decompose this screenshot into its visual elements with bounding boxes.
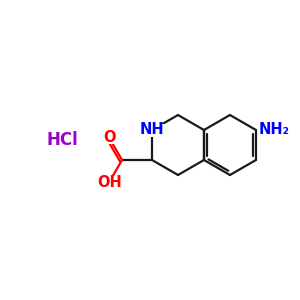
Text: HCl: HCl bbox=[46, 131, 78, 149]
Text: NH: NH bbox=[140, 122, 164, 137]
FancyBboxPatch shape bbox=[140, 124, 164, 136]
Text: O: O bbox=[103, 130, 116, 146]
FancyBboxPatch shape bbox=[99, 176, 119, 189]
Text: OH: OH bbox=[97, 175, 122, 190]
FancyBboxPatch shape bbox=[260, 124, 288, 136]
FancyBboxPatch shape bbox=[103, 131, 116, 144]
Text: NH₂: NH₂ bbox=[258, 122, 290, 137]
